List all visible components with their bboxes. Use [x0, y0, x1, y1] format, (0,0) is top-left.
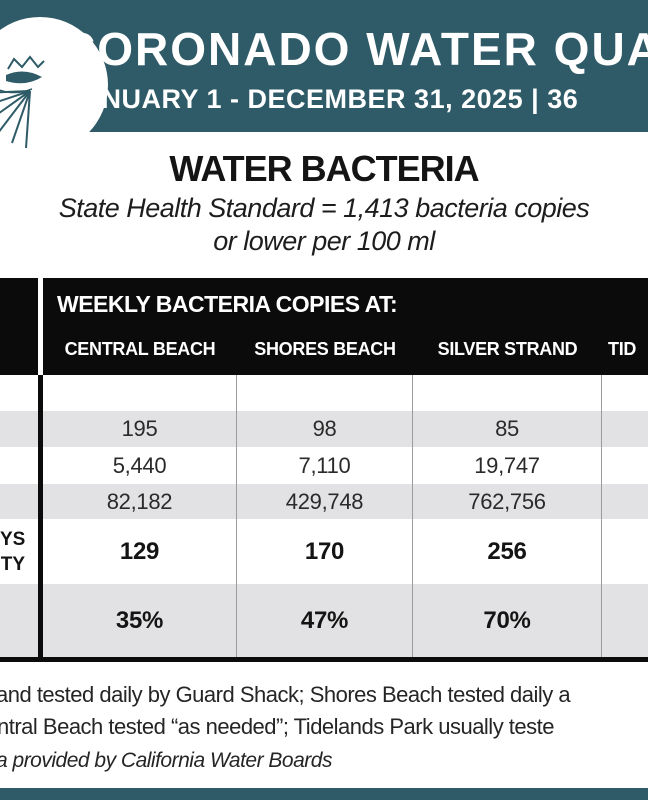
table-bottom-border — [0, 657, 648, 662]
row-label-header-cell — [0, 278, 38, 375]
row-label-fragment: YS TY — [0, 528, 26, 575]
bottom-accent-bar — [0, 788, 648, 800]
table-row: 195 98 85 — [0, 411, 648, 447]
column-divider — [38, 411, 43, 447]
table-row: 82,182 429,748 762,756 — [0, 484, 648, 519]
column-header-central-beach: CENTRAL BEACH — [64, 339, 216, 359]
column-divider — [38, 447, 43, 484]
column-divider — [38, 519, 43, 584]
footnote-line1: and tested daily by Guard Shack; Shores … — [0, 682, 571, 707]
table-row: YS TY 129 170 256 — [0, 519, 648, 584]
health-standard-note: State Health Standard = 1,413 bacteria c… — [0, 192, 648, 258]
health-standard-line2: or lower per 100 ml — [213, 226, 435, 256]
table-row: 35% 47% 70% — [0, 584, 648, 657]
table-row: 5,440 7,110 19,747 — [0, 447, 648, 484]
column-divider — [38, 375, 43, 411]
table-row — [0, 375, 648, 411]
health-standard-line1: State Health Standard = 1,413 bacteria c… — [58, 193, 590, 223]
table-header: WEEKLY BACTERIA COPIES AT: CENTRAL BEACH… — [43, 278, 648, 375]
seal-graphic — [0, 55, 45, 149]
column-header-silver-strand: SILVER STRAND — [437, 339, 578, 359]
column-divider — [38, 484, 43, 519]
data-source-note: a provided by California Water Boards — [0, 749, 332, 772]
header-banner: CORONADO WATER QUA JANUARY 1 - DECEMBER … — [0, 0, 648, 132]
flyer-subtitle: JANUARY 1 - DECEMBER 31, 2025 | 36 — [66, 84, 579, 114]
column-header-shores-beach: SHORES BEACH — [254, 339, 396, 359]
column-header-tidelands: TID — [608, 339, 637, 359]
table-header-title: WEEKLY BACTERIA COPIES AT: — [57, 291, 398, 317]
column-divider — [38, 584, 43, 657]
section-title: WATER BACTERIA — [169, 148, 479, 189]
table-body: 195 98 85 5,440 7,110 19,747 82,182 429,… — [0, 375, 648, 657]
coronado-seal-icon — [0, 17, 108, 153]
flyer-title: CORONADO WATER QUA — [62, 23, 648, 75]
footnote-line2: ntral Beach tested “as needed”; Tideland… — [0, 714, 555, 739]
